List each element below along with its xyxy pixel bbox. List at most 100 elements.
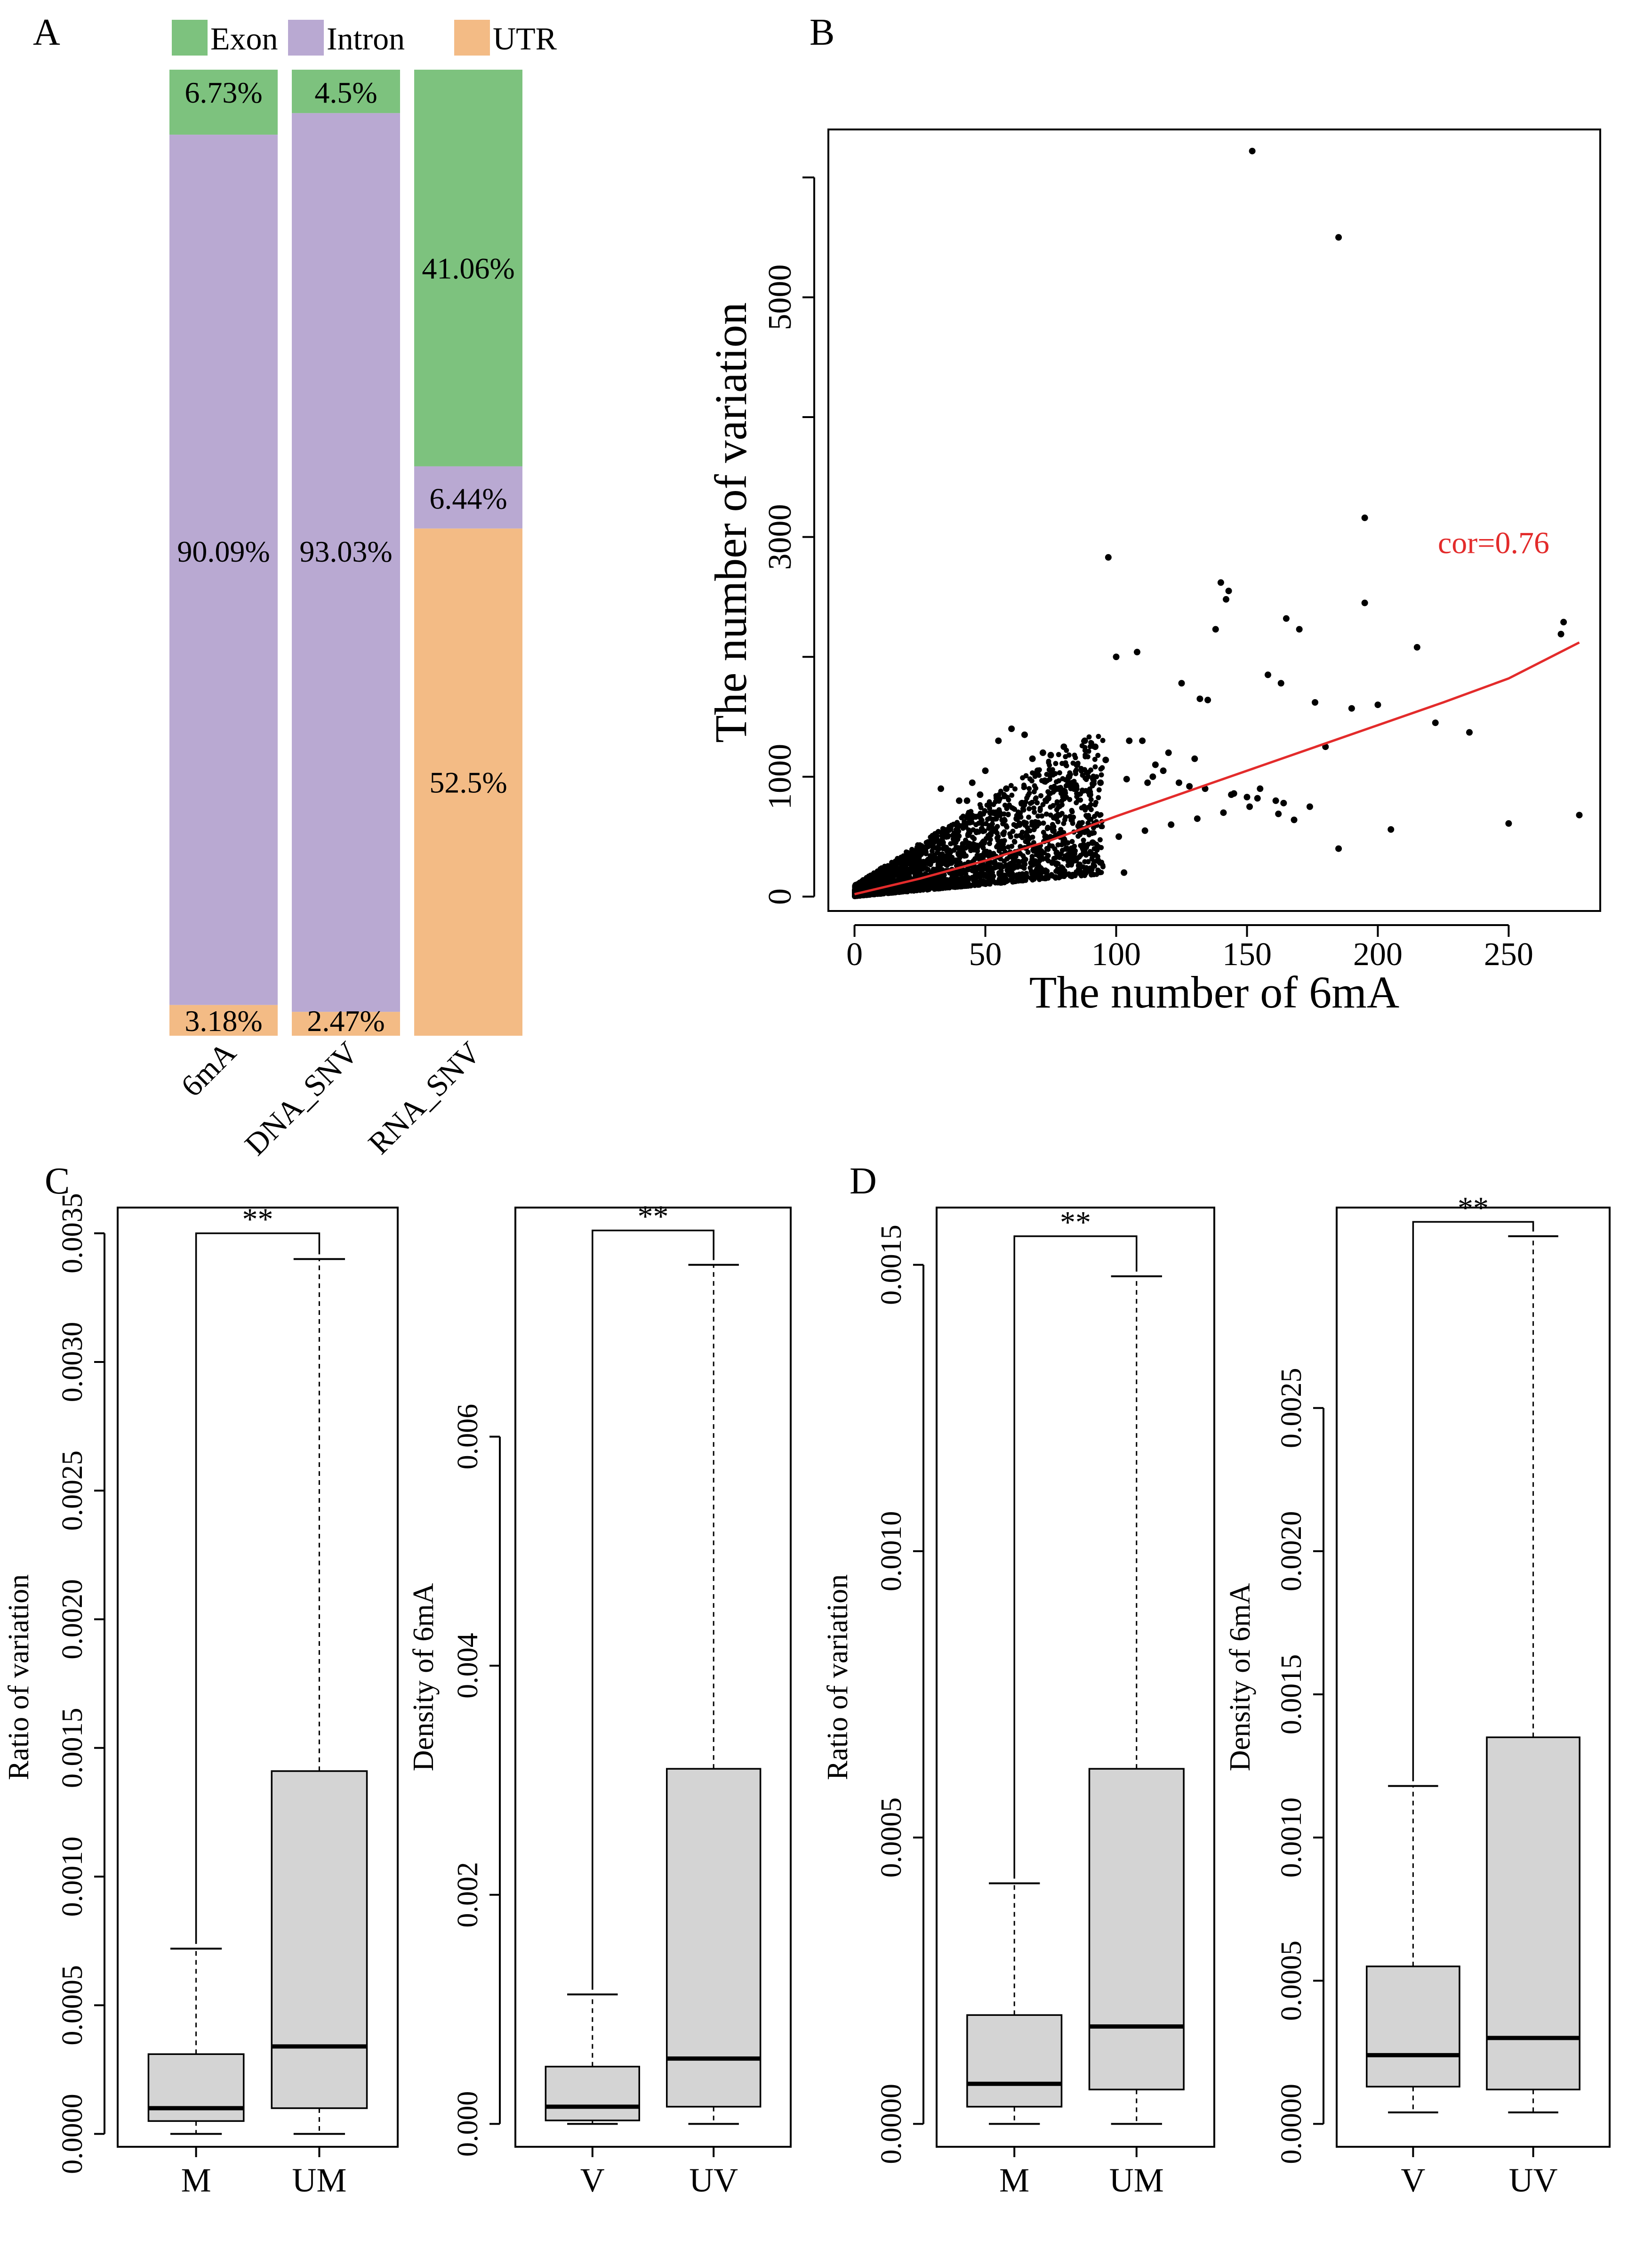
scatter-cloud-point	[1099, 765, 1105, 771]
scatter-cloud-point	[960, 814, 966, 819]
scatter-cloud-point	[1050, 767, 1055, 773]
scatter-cloud-point	[1007, 854, 1012, 860]
scatter-cloud-point	[1027, 776, 1033, 782]
scatter-cloud-point	[1060, 873, 1066, 879]
scatter-cloud-point	[1032, 783, 1037, 789]
scatter-cloud-point	[1001, 792, 1007, 798]
scatter-cloud-point	[1066, 856, 1071, 862]
plot-frame	[936, 1207, 1215, 2148]
scatter-point	[1016, 821, 1023, 828]
scatter-cloud-point	[947, 852, 953, 857]
scatter-cloud-point	[1092, 764, 1098, 770]
scatter-point	[1086, 791, 1093, 798]
y-tick-label: 0.0005	[1275, 1941, 1307, 2021]
scatter-point	[1413, 644, 1420, 651]
scatter-cloud-point	[860, 877, 866, 883]
scatter-point	[1178, 680, 1185, 687]
y-tick-label: 3000	[762, 504, 798, 570]
scatter-point	[1113, 653, 1120, 661]
scatter-cloud-point	[1029, 854, 1035, 859]
scatter-cloud-point	[1073, 769, 1078, 774]
scatter-point	[1374, 701, 1381, 709]
scatter-cloud-point	[1089, 850, 1094, 856]
legend-swatch-utr	[454, 20, 490, 56]
box-V	[1366, 1966, 1460, 2088]
y-axis-label: Density of 6mA	[408, 1583, 440, 1772]
scatter-cloud-point	[963, 871, 969, 877]
scatter-cloud-point	[1044, 874, 1050, 880]
x-tick-label: 150	[1222, 936, 1272, 973]
scatter-cloud-point	[1057, 770, 1062, 775]
scatter-cloud-point	[986, 872, 992, 878]
x-label-UM: UM	[1109, 2161, 1164, 2199]
scatter-cloud-point	[1085, 754, 1091, 759]
x-tick-label: 250	[1484, 936, 1533, 973]
scatter-cloud-point	[960, 844, 965, 849]
scatter-cloud-point	[1044, 868, 1050, 874]
scatter-cloud-point	[1083, 788, 1089, 793]
scatter-cloud-point	[1017, 871, 1022, 877]
scatter-point	[1264, 671, 1271, 678]
legend-swatch-intron	[288, 20, 324, 56]
scatter-cloud-point	[977, 814, 983, 820]
scatter-cloud-point	[908, 855, 914, 861]
scatter-point	[945, 857, 952, 864]
scatter-cloud-point	[970, 868, 976, 874]
scatter-point	[1557, 630, 1564, 637]
scatter-cloud-point	[1095, 753, 1101, 758]
scatter-point	[1126, 737, 1133, 744]
scatter-cloud-point	[985, 833, 991, 838]
scatter-cloud-point	[1082, 859, 1088, 864]
scatter-point	[898, 871, 905, 878]
y-tick-label: 0.0025	[1275, 1368, 1307, 1449]
scatter-point	[1013, 815, 1020, 822]
scatter-cloud-point	[1050, 859, 1056, 864]
scatter-cloud-point	[1027, 828, 1033, 834]
scatter-cloud-point	[944, 846, 949, 852]
panel-d-box-plot-ratio-of-variation: M UM ** 0.0000 0.0005 0.0010 0.0015 Ratio of va…	[822, 1205, 1215, 2199]
y-tick-label: 0.0005	[875, 1797, 907, 1878]
scatter-point	[997, 839, 1004, 846]
scatter-cloud-point	[1091, 830, 1097, 836]
scatter-cloud-point	[1007, 831, 1013, 837]
scatter-cloud-point	[1078, 853, 1083, 858]
panel-a-legend: Exon Intron UTR	[172, 20, 557, 56]
scatter-cloud-point	[1056, 852, 1062, 857]
scatter-cloud-point	[982, 849, 987, 855]
scatter-cloud-point	[1041, 820, 1046, 826]
scatter-cloud-point	[987, 837, 993, 842]
scatter-cloud-point	[1051, 815, 1056, 821]
scatter-cloud-point	[956, 833, 962, 838]
scatter-point	[943, 827, 950, 834]
scatter-cloud-point	[1090, 776, 1095, 782]
box-M	[147, 2053, 245, 2122]
scatter-point	[1280, 799, 1287, 806]
scatter-cloud-point	[1075, 833, 1081, 839]
bar-label-DNA_SNV-intron: 93.03%	[299, 535, 392, 568]
scatter-cloud-point	[1012, 874, 1017, 879]
scatter-cloud-point	[1091, 781, 1097, 787]
scatter-cloud-point	[1022, 861, 1027, 866]
scatter-cloud-point	[1035, 823, 1040, 829]
bar-label-6mA-exon: 6.73%	[184, 76, 262, 109]
scatter-point	[1044, 795, 1051, 802]
scatter-point	[1018, 799, 1026, 806]
scatter-cloud-point	[1056, 805, 1061, 810]
scatter-point	[963, 797, 970, 804]
scatter-point	[990, 809, 997, 816]
scatter-cloud-point	[1038, 793, 1043, 798]
scatter-cloud-point	[916, 862, 922, 868]
scatter-cloud-point	[1083, 852, 1089, 858]
scatter-cloud-point	[959, 875, 965, 880]
scatter-point	[971, 845, 978, 852]
scatter-point	[930, 839, 937, 846]
scatter-cloud-point	[1076, 862, 1082, 867]
scatter-cloud-point	[899, 883, 905, 889]
scatter-point	[908, 863, 915, 870]
scatter-point	[903, 860, 910, 867]
scatter-cloud-point	[1021, 783, 1027, 789]
scatter-point	[1168, 821, 1175, 828]
bar-DNA_SNV-utr	[292, 1012, 400, 1036]
scatter-point	[1272, 797, 1279, 804]
scatter-cloud-point	[1097, 837, 1103, 843]
